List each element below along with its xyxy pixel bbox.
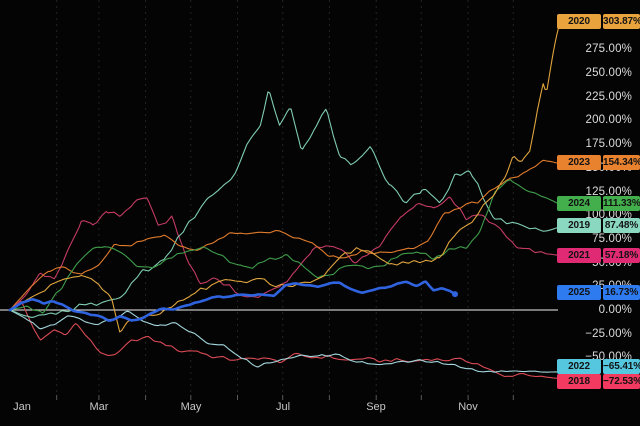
badge-value-chip: −72.53% [603, 374, 640, 389]
badge-year-chip: 2021 [557, 248, 601, 263]
badge-year-chip: 2020 [557, 14, 601, 29]
price-badge-2021: 2021 57.18% [557, 248, 640, 263]
badge-value-chip: 111.33% [603, 196, 640, 211]
x-tick-label: Mar [89, 401, 109, 413]
y-tick-label: 0.00% [598, 304, 632, 316]
price-badge-2022: 2022 −65.41% [557, 359, 640, 374]
y-tick-label: 200.00% [585, 114, 632, 127]
badge-year-chip: 2022 [557, 359, 601, 374]
series-line-2023 [9, 159, 561, 311]
badge-year-chip: 2018 [557, 374, 601, 389]
price-badge-2020: 2020 303.87% [557, 14, 640, 29]
x-tick-label: Jan [13, 401, 31, 413]
badge-value-chip: 16.73% [603, 285, 640, 300]
badge-value-chip: 57.18% [603, 248, 640, 263]
series-line-2024 [9, 179, 561, 314]
x-tick-label: Jul [275, 401, 291, 413]
y-tick-label: 250.00% [585, 67, 632, 79]
price-badge-2018: 2018 −72.53% [557, 374, 640, 389]
price-badge-2024: 2024 111.33% [557, 196, 640, 211]
badge-year-chip: 2019 [557, 218, 601, 233]
y-tick-label: 125.00% [585, 185, 632, 198]
y-tick-label: 275.00% [585, 43, 632, 56]
series-line-2022 [9, 309, 561, 373]
series-line-2025 [8, 280, 457, 322]
badge-value-chip: 154.34% [603, 155, 640, 170]
badge-value-chip: 303.87% [603, 14, 640, 29]
badge-value-chip: 87.48% [603, 218, 640, 233]
x-tick-label: Sep [366, 401, 386, 413]
badge-year-chip: 2024 [557, 196, 601, 211]
y-tick-label: 225.00% [585, 90, 632, 103]
price-badge-2025: 2025 16.73% [557, 285, 640, 300]
y-tick-label: 175.00% [585, 138, 632, 151]
badge-year-chip: 2023 [557, 155, 601, 170]
badge-year-chip: 2025 [557, 285, 601, 300]
badge-value-chip: −65.41% [603, 359, 640, 374]
x-tick-label: Nov [458, 401, 478, 413]
series-end-dot-2025 [452, 291, 458, 298]
price-badge-2019: 2019 87.48% [557, 218, 640, 233]
y-tick-label: −25.00% [585, 327, 632, 340]
series-line-2019 [9, 91, 561, 318]
series-line-2018 [9, 301, 561, 380]
y-tick-label: 75.00% [592, 232, 632, 245]
price-badge-2023: 2023 154.34% [557, 155, 640, 170]
x-tick-label: May [180, 401, 202, 413]
series-line-2021 [9, 196, 561, 311]
